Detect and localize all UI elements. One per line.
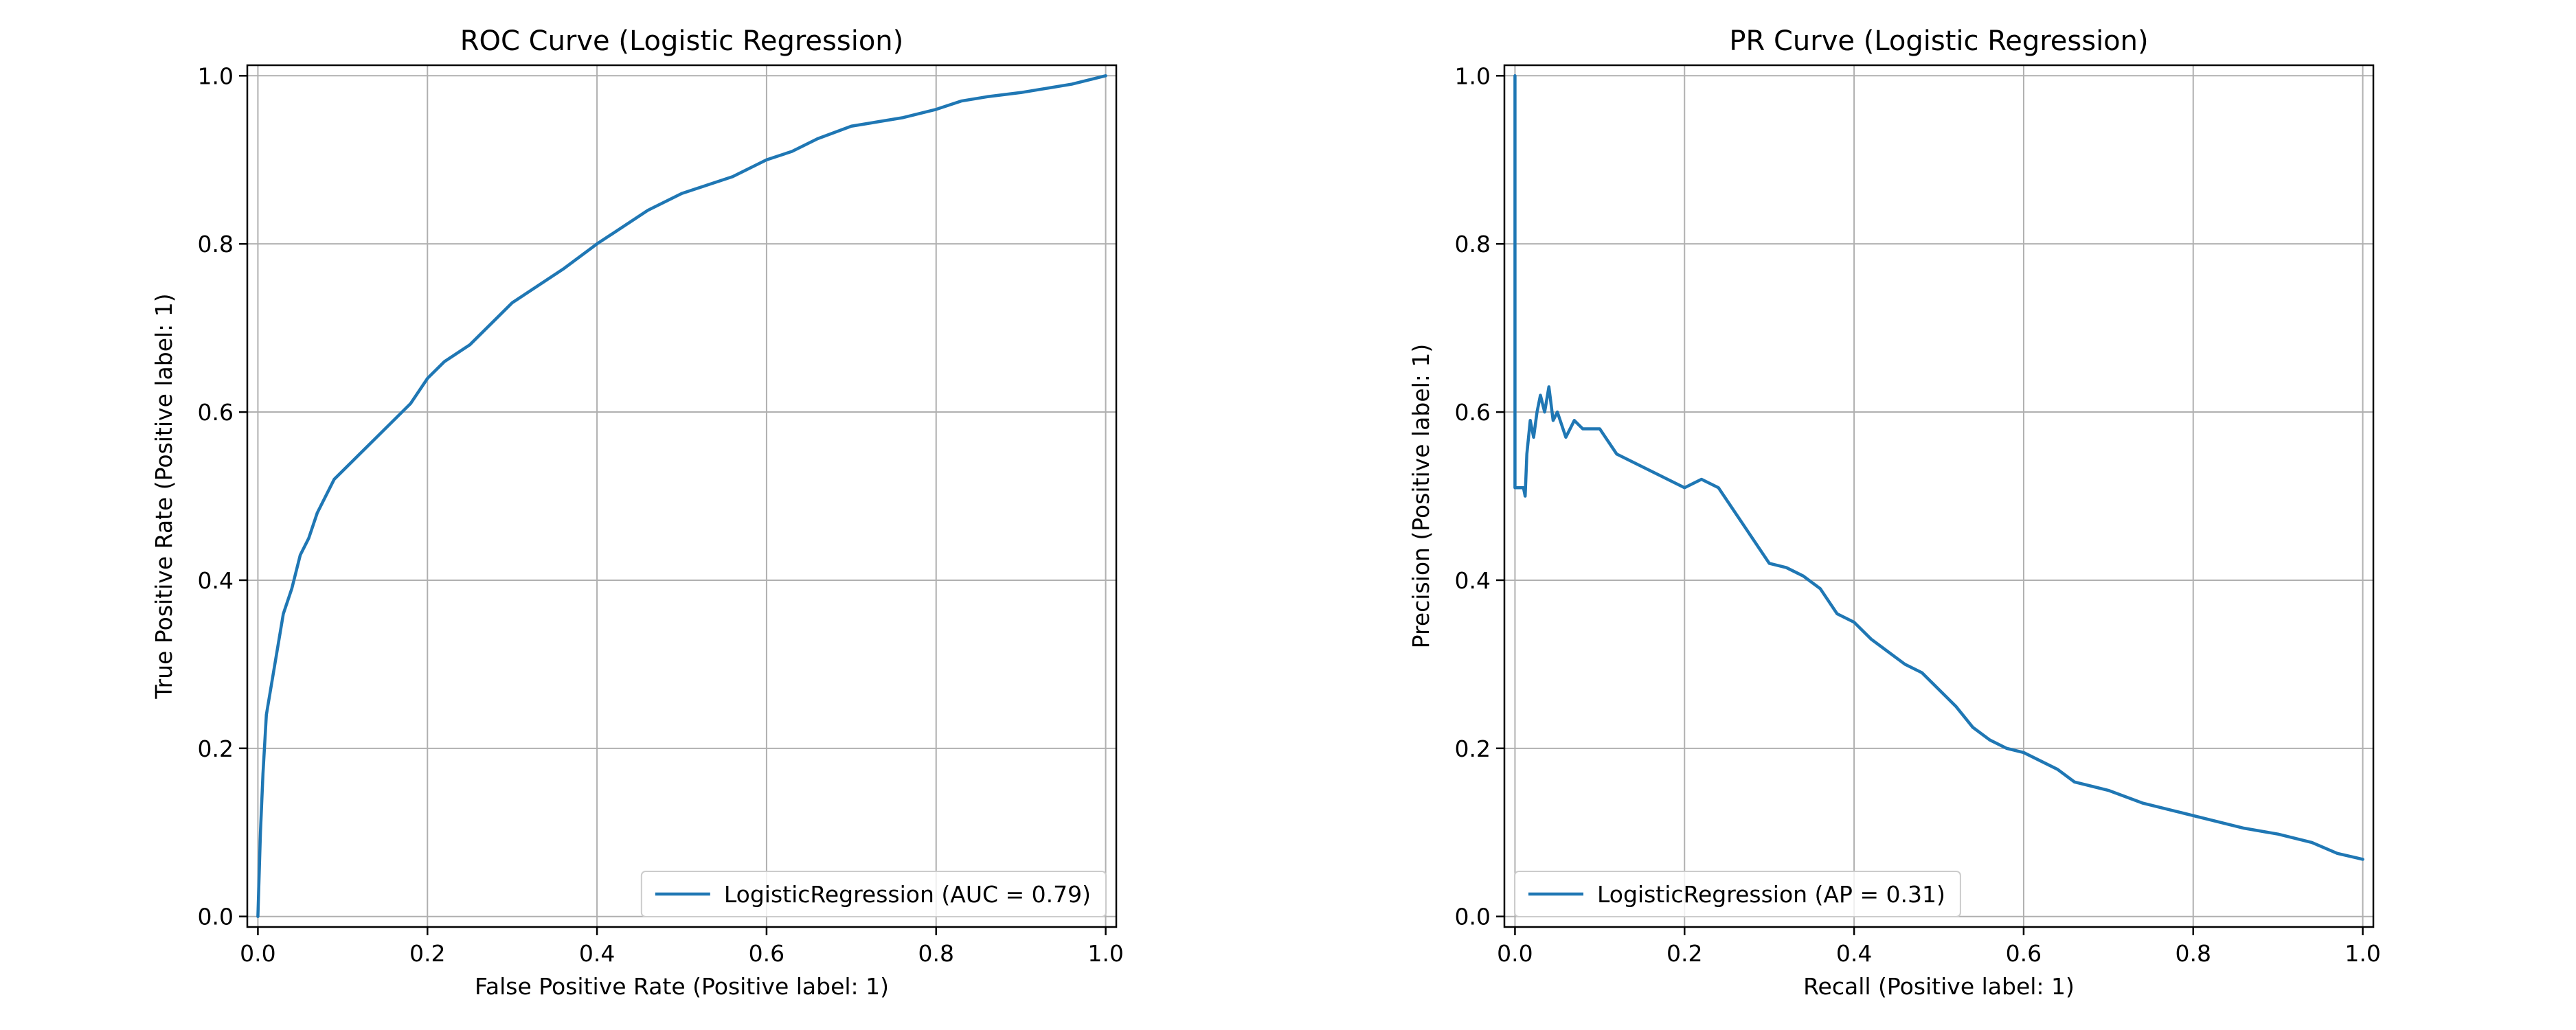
- pr-title: PR Curve (Logistic Regression): [1729, 25, 2148, 57]
- pr-legend: LogisticRegression (AP = 0.31): [1514, 871, 1961, 917]
- roc-panel: 0.0 0.2 0.4 0.6 0.8 1.0 0.0 0.2 0.4 0.6 0.8 1.0 ROC…: [150, 25, 1124, 1000]
- pr-axes-frame: [1503, 64, 2375, 928]
- pr-x-tick-label: 0.4: [1836, 940, 1872, 967]
- roc-axes-frame: [246, 64, 1118, 928]
- pr-x-tick-label: 0.2: [1667, 940, 1702, 967]
- pr-y-tick-label: 0.0: [1455, 904, 1491, 930]
- pr-y-tick-label: 0.4: [1455, 567, 1491, 594]
- pr-x-axis-label: Recall (Positive label: 1): [1803, 973, 2075, 1000]
- roc-x-tick-label: 0.0: [240, 940, 275, 967]
- pr-y-tick-label: 1.0: [1455, 62, 1491, 89]
- pr-x-tick-label: 0.8: [2176, 940, 2211, 967]
- pr-x-tick-label: 0.0: [1497, 940, 1533, 967]
- pr-x-tick-label: 1.0: [2345, 940, 2380, 967]
- roc-x-tick-label: 1.0: [1087, 940, 1123, 967]
- roc-y-tick-label: 0.6: [198, 399, 234, 426]
- roc-y-tick-label: 0.4: [198, 567, 234, 594]
- pr-y-tick-label: 0.6: [1455, 399, 1491, 426]
- roc-y-tick-label: 0.8: [198, 231, 234, 258]
- pr-y-axis-label: Precision (Positive label: 1): [1408, 344, 1434, 649]
- roc-title: ROC Curve (Logistic Regression): [460, 25, 904, 57]
- pr-y-tick-label: 0.8: [1455, 231, 1491, 258]
- roc-x-tick-label: 0.6: [749, 940, 784, 967]
- roc-legend: LogisticRegression (AUC = 0.79): [640, 871, 1107, 917]
- pr-legend-box: [1514, 871, 1961, 917]
- roc-legend-box: [640, 871, 1107, 917]
- pr-curve-series-0: [1513, 74, 2364, 861]
- pr-x-tick-label: 0.6: [2006, 940, 2042, 967]
- roc-y-tick-label: 0.2: [198, 735, 234, 762]
- roc-x-tick-label: 0.8: [918, 940, 954, 967]
- roc-x-axis-label: False Positive Rate (Positive label: 1): [475, 973, 889, 1000]
- roc-x-tick-label: 0.2: [409, 940, 445, 967]
- roc-curve-series-0: [256, 74, 1107, 918]
- roc-y-tick-label: 1.0: [198, 62, 234, 89]
- pr-y-tick-label: 0.2: [1455, 735, 1491, 762]
- roc-y-axis-label: True Positive Rate (Positive label: 1): [150, 293, 177, 699]
- roc-legend-label: LogisticRegression (AUC = 0.79): [724, 881, 1091, 908]
- roc-y-tick-label: 0.0: [198, 904, 234, 930]
- pr-legend-label: LogisticRegression (AP = 0.31): [1597, 881, 1945, 908]
- roc-x-tick-label: 0.4: [579, 940, 615, 967]
- pr-panel: 0.0 0.2 0.4 0.6 0.8 1.0 0.0 0.2 0.4 0.6 0.8 1.0 PR …: [1408, 25, 2381, 1000]
